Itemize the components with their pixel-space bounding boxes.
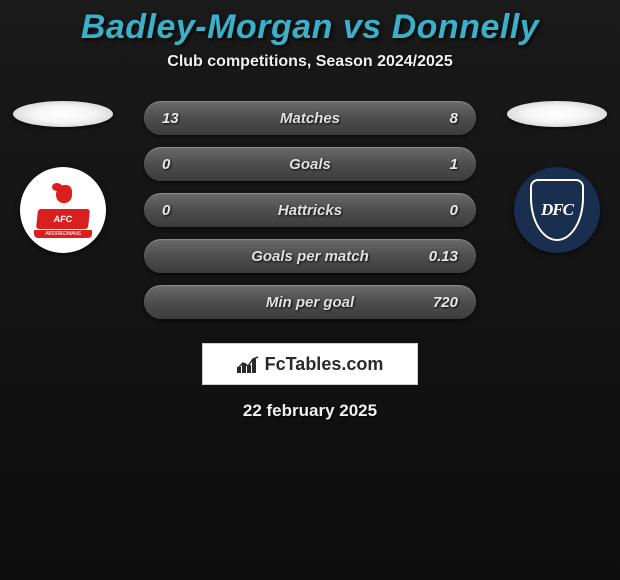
stat-right-value: 0.13 bbox=[418, 248, 458, 265]
left-badge-diamond: AFC bbox=[36, 209, 90, 229]
left-club-short: AFC bbox=[53, 214, 73, 224]
stat-right-value: 1 bbox=[418, 156, 458, 173]
stat-label: Goals bbox=[202, 156, 418, 173]
left-club-banner: AIRDRIEONIANS bbox=[34, 230, 92, 238]
stat-left-value: 0 bbox=[162, 156, 202, 173]
left-player-col: AFC AIRDRIEONIANS bbox=[8, 101, 118, 253]
right-badge-shield: DFC bbox=[530, 179, 584, 241]
stat-row-hattricks: 0 Hattricks 0 bbox=[144, 193, 476, 227]
main-row: AFC AIRDRIEONIANS 13 Matches 8 0 Goals 1… bbox=[0, 101, 620, 331]
stats-column: 13 Matches 8 0 Goals 1 0 Hattricks 0 Goa… bbox=[126, 101, 494, 331]
right-player-col: DFC bbox=[502, 101, 612, 253]
left-club-badge: AFC AIRDRIEONIANS bbox=[20, 167, 106, 253]
infographic-container: Badley-Morgan vs Donnelly Club competiti… bbox=[0, 0, 620, 421]
stat-left-value: 13 bbox=[162, 110, 202, 127]
page-subtitle: Club competitions, Season 2024/2025 bbox=[0, 53, 620, 71]
right-club-short: DFC bbox=[541, 200, 573, 220]
stat-row-matches: 13 Matches 8 bbox=[144, 101, 476, 135]
stat-row-gpm: Goals per match 0.13 bbox=[144, 239, 476, 273]
rooster-icon bbox=[48, 183, 78, 207]
stat-right-value: 720 bbox=[418, 294, 458, 311]
stat-label: Hattricks bbox=[202, 202, 418, 219]
stat-right-value: 0 bbox=[418, 202, 458, 219]
brand-box: FcTables.com bbox=[202, 343, 418, 385]
date-text: 22 february 2025 bbox=[0, 401, 620, 421]
brand-trend-line bbox=[237, 355, 259, 373]
stat-label: Matches bbox=[202, 110, 418, 127]
stat-row-goals: 0 Goals 1 bbox=[144, 147, 476, 181]
left-badge-inner: AFC AIRDRIEONIANS bbox=[31, 178, 95, 242]
stat-right-value: 8 bbox=[418, 110, 458, 127]
page-title: Badley-Morgan vs Donnelly bbox=[0, 8, 620, 47]
stat-row-mpg: Min per goal 720 bbox=[144, 285, 476, 319]
brand-chart-icon bbox=[237, 355, 259, 373]
stat-label: Min per goal bbox=[202, 294, 418, 311]
stat-label: Goals per match bbox=[202, 248, 418, 265]
stat-left-value: 0 bbox=[162, 202, 202, 219]
left-player-silhouette bbox=[13, 101, 113, 127]
right-player-silhouette bbox=[507, 101, 607, 127]
brand-text: FcTables.com bbox=[265, 354, 384, 375]
right-club-badge: DFC bbox=[514, 167, 600, 253]
